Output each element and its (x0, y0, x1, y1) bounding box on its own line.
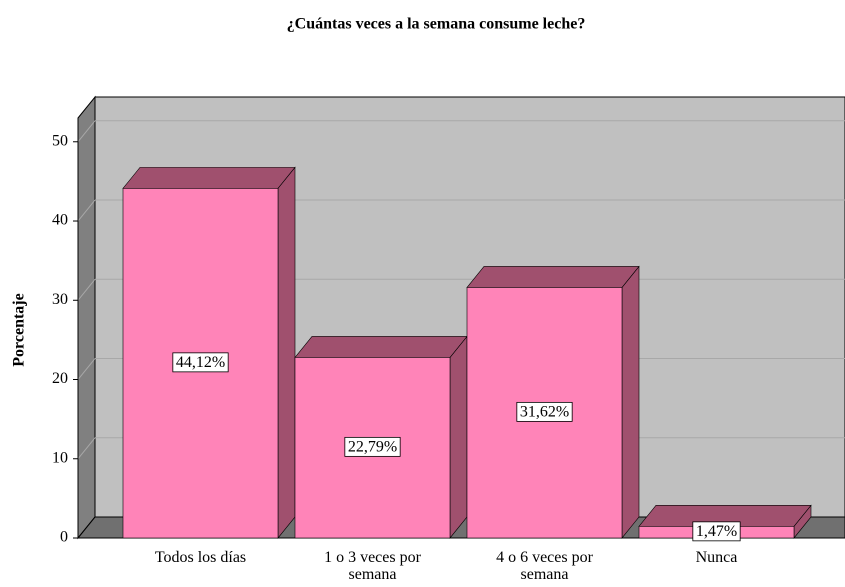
y-tick-label: 10 (52, 449, 68, 466)
y-tick-label: 40 (52, 212, 68, 229)
bar-top (294, 336, 468, 358)
x-tick-label: Todos los días (154, 549, 247, 566)
value-label: 44,12% (176, 354, 225, 371)
x-tick-label: 4 o 6 veces por semana (496, 549, 593, 583)
value-label-box (516, 401, 573, 422)
y-tick-label: 0 (60, 529, 68, 546)
value-label: 31,62% (520, 403, 569, 420)
y-tick-label: 30 (52, 291, 68, 308)
x-tick-label: 1 o 3 veces por semana (324, 549, 421, 583)
chart-title: ¿Cuántas veces a la semana consume leche… (287, 16, 586, 33)
grid-line (77, 358, 96, 380)
bar-top (466, 266, 640, 288)
bar-side (449, 335, 468, 539)
y-axis-label: Porcentaje (11, 293, 28, 366)
grid-line (77, 120, 96, 143)
value-label: 22,79% (348, 438, 397, 455)
y-tick-label: 50 (52, 132, 68, 149)
value-label-box (344, 436, 401, 457)
bar-side (277, 166, 296, 539)
value-label: 1,47% (696, 523, 737, 540)
grid-line (77, 278, 96, 301)
bar-side (621, 265, 640, 539)
grid-line (77, 437, 96, 460)
grid-line (77, 199, 96, 222)
value-label-box (172, 352, 229, 373)
value-label-box (692, 521, 741, 542)
side-wall (77, 95, 96, 540)
x-tick-label: Nunca (695, 549, 738, 566)
bar-top (122, 167, 296, 189)
y-tick-label: 20 (52, 370, 68, 387)
